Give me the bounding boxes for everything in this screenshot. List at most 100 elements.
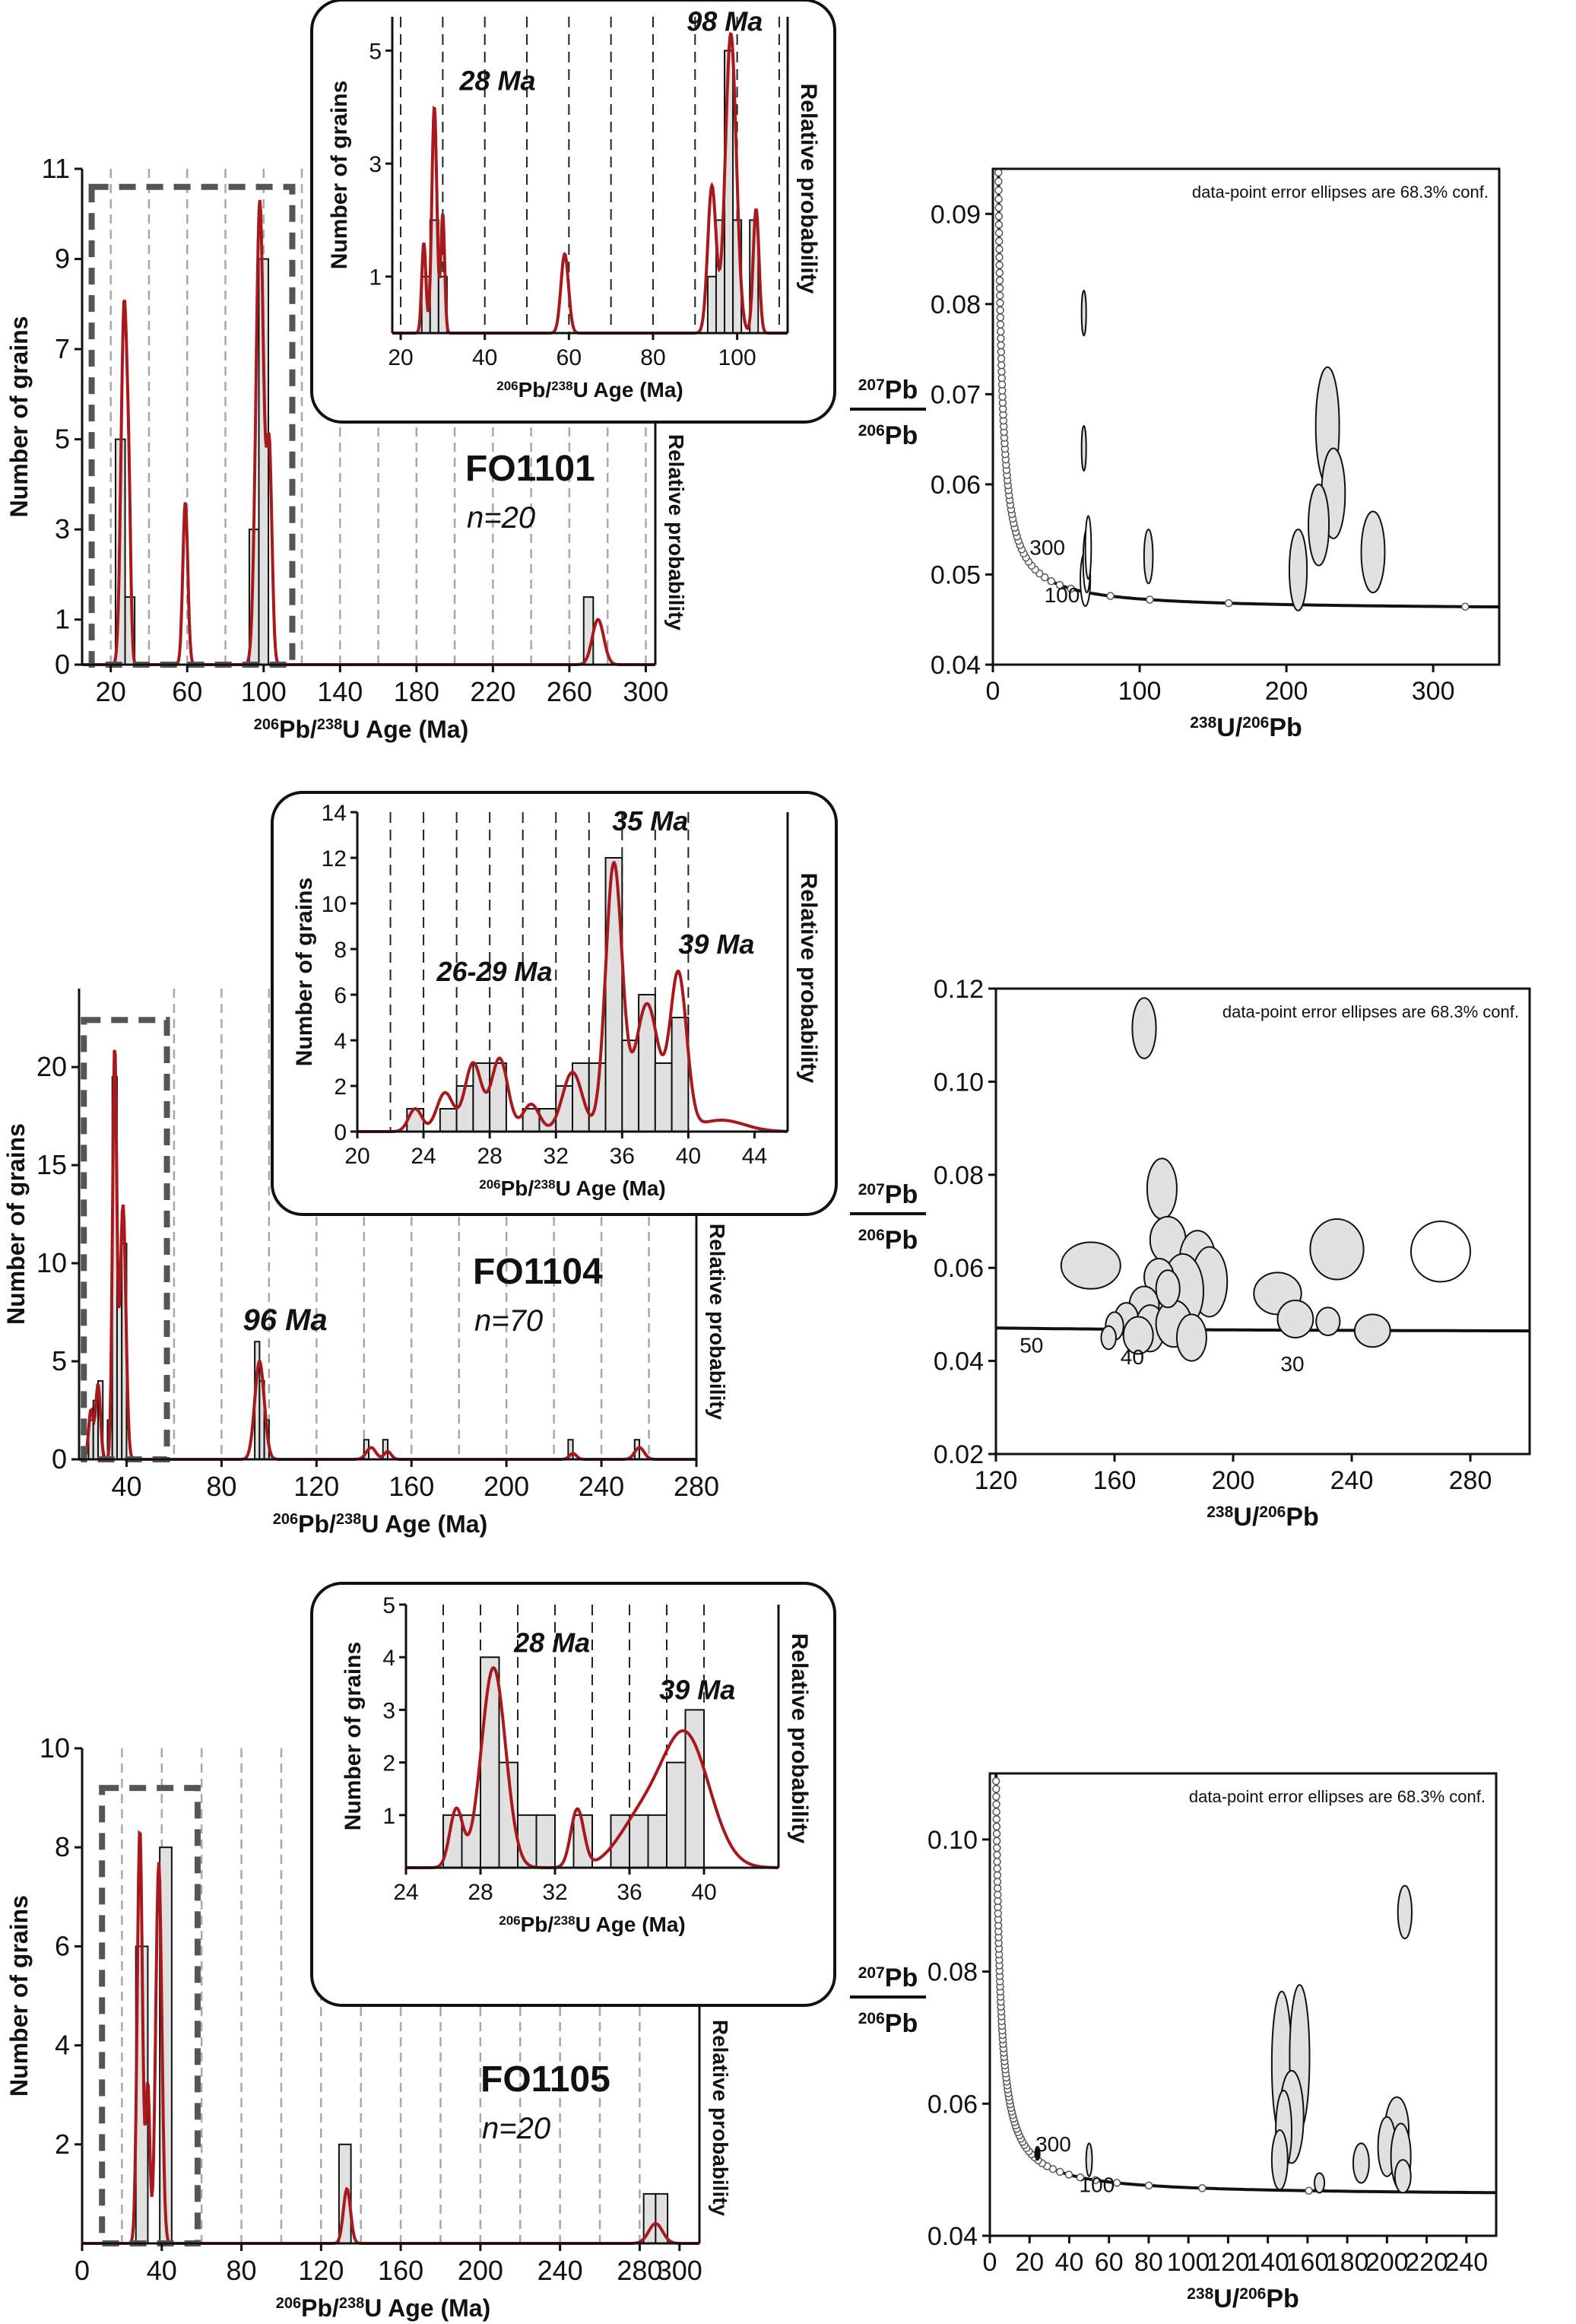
x-tick-label: 160 bbox=[388, 1471, 434, 1502]
concordia-age-marker bbox=[996, 327, 1005, 336]
inset-probability-curve bbox=[406, 1666, 778, 1869]
concordia-age-marker bbox=[1305, 2186, 1313, 2195]
concordia-age-marker bbox=[1198, 2184, 1207, 2192]
concordia-age-marker bbox=[1076, 2173, 1085, 2182]
plot-area bbox=[994, 169, 1499, 611]
x-axis-label: 238U/206Pb bbox=[1190, 713, 1302, 742]
inset-peak-age-label: 35 Ma bbox=[612, 805, 688, 837]
inset-y-tick-label: 5 bbox=[382, 1593, 395, 1618]
sample-label: FO1101 bbox=[465, 449, 595, 489]
isotope-superscript: 238 bbox=[317, 716, 342, 733]
concordia-age-marker bbox=[994, 169, 1003, 177]
x-tick-label: 220 bbox=[1405, 2248, 1448, 2277]
concordia-age-marker bbox=[1064, 2170, 1073, 2179]
x-tick-label: 40 bbox=[111, 1471, 141, 1502]
x-axis-label: 206Pb/238U Age (Ma) bbox=[254, 716, 468, 743]
isotope-superscript: 207 bbox=[858, 376, 885, 394]
concordia-age-marker bbox=[996, 306, 1004, 315]
error-ellipse bbox=[1080, 424, 1087, 472]
y-axis-label: Number of grains bbox=[2, 1123, 30, 1325]
y-tick-label: 1 bbox=[55, 604, 70, 635]
y-tick-label: 0.06 bbox=[934, 1254, 984, 1283]
sample-label: FO1105 bbox=[480, 2059, 610, 2100]
isotope-superscript: 206 bbox=[858, 1227, 885, 1244]
fo1101_hist-inset: 1 3 5 20 40 60 80 100 206Pb/238U Age (Ma) Number … bbox=[310, 0, 836, 424]
fo1101_conc-chart: 0.04 0.05 0.06 0.07 0.08 0.09 0 100 200 300 data-p… bbox=[850, 167, 1501, 742]
inset-y-tick-label: 8 bbox=[334, 938, 347, 963]
inset-x-axis-label: 206Pb/238U Age (Ma) bbox=[496, 378, 683, 402]
concordia-age-marker bbox=[995, 276, 1004, 285]
x-tick-label: 200 bbox=[1265, 677, 1308, 706]
error-ellipse bbox=[1360, 510, 1386, 594]
x-tick-label: 160 bbox=[378, 2255, 423, 2286]
inset-histogram-bar bbox=[684, 1709, 705, 1868]
x-axis-label: 238U/206Pb bbox=[1207, 1503, 1319, 1532]
error-ellipse-note: data-point error ellipses are 68.3% conf… bbox=[1189, 1787, 1486, 1806]
concordia-age-label: 50 bbox=[1019, 1334, 1043, 1357]
concordia-age-marker bbox=[995, 252, 1004, 262]
x-tick-label: 60 bbox=[172, 676, 202, 707]
axis-label-text: Pb/ bbox=[501, 1176, 534, 1200]
inset-histogram-bar bbox=[480, 1656, 500, 1868]
inset-histogram-bar bbox=[621, 1040, 640, 1132]
x-tick-label: 240 bbox=[1444, 2248, 1488, 2277]
x-tick-label: 120 bbox=[1207, 2248, 1250, 2277]
y-tick-label: 0.10 bbox=[928, 1826, 978, 1855]
inset-x-tick-label: 40 bbox=[691, 1880, 716, 1905]
concordia-age-marker bbox=[992, 1837, 1001, 1846]
concordia-age-label: 100 bbox=[1080, 2173, 1115, 2197]
error-ellipse bbox=[1034, 2145, 1041, 2161]
concordia-age-label: 300 bbox=[1029, 535, 1065, 559]
inset-histogram-bar bbox=[666, 1761, 687, 1869]
x-axis-label: 206Pb/238U Age (Ma) bbox=[276, 2294, 490, 2322]
error-ellipse bbox=[1060, 1241, 1121, 1290]
x-tick-label: 140 bbox=[317, 676, 363, 707]
error-ellipse bbox=[1394, 2159, 1412, 2194]
y-tick-label: 5 bbox=[52, 1345, 67, 1376]
concordia-age-marker bbox=[993, 1884, 1002, 1893]
axis-label-text: U Age (Ma) bbox=[364, 2294, 490, 2322]
inset-peak-age-label: 39 Ma bbox=[678, 929, 754, 960]
x-tick-label: 160 bbox=[1286, 2248, 1330, 2277]
axis-label-text: U Age (Ma) bbox=[556, 1176, 666, 1200]
concordia-age-label: 300 bbox=[1035, 2132, 1071, 2156]
x-axis-label: 238U/206Pb bbox=[1187, 2284, 1299, 2313]
inset-y-tick-label: 12 bbox=[322, 846, 347, 872]
y-axis-label-numerator: 207Pb bbox=[858, 376, 918, 405]
concordia-age-marker bbox=[997, 360, 1006, 370]
x-tick-label: 80 bbox=[206, 1471, 236, 1502]
inset-histogram-bar bbox=[535, 1814, 556, 1869]
inset-y2-axis-label: Relative probability bbox=[796, 873, 821, 1084]
y-tick-label: 0.07 bbox=[931, 380, 981, 409]
inset-x-tick-label: 40 bbox=[676, 1144, 701, 1169]
concordia-age-marker bbox=[994, 186, 1003, 195]
concordia-age-marker bbox=[995, 268, 1004, 278]
plot-frame bbox=[991, 167, 1501, 666]
concordia-age-marker bbox=[996, 299, 1004, 307]
error-ellipse bbox=[1122, 1316, 1154, 1355]
concordia-age-marker bbox=[993, 1857, 1001, 1866]
fo1104_conc-chart: 0.02 0.04 0.06 0.08 0.10 0.12 120 160 200 240 280 d… bbox=[850, 975, 1531, 1532]
y2-axis-label: Relative probability bbox=[706, 1224, 729, 1421]
x-tick-label: 300 bbox=[657, 2255, 702, 2286]
inset-y-tick-label: 3 bbox=[369, 152, 382, 177]
isotope-superscript: 206 bbox=[499, 1913, 520, 1928]
y-tick-label: 11 bbox=[42, 153, 70, 184]
x-tick-label: 80 bbox=[227, 2255, 257, 2286]
concordia-age-marker bbox=[992, 1785, 1000, 1793]
inset-peak-age-label: 98 Ma bbox=[687, 6, 763, 37]
x-tick-label: 20 bbox=[1015, 2248, 1044, 2277]
y2-axis-label: Relative probability bbox=[664, 434, 688, 631]
isotope-superscript: 238 bbox=[551, 379, 572, 393]
inset-histogram-bar bbox=[472, 1062, 491, 1132]
concordia-age-marker bbox=[993, 1864, 1001, 1873]
axis-label-text: Pb bbox=[1286, 1503, 1318, 1532]
error-ellipse bbox=[1155, 1269, 1181, 1309]
inset-y2-axis-label: Relative probability bbox=[787, 1633, 812, 1844]
y-tick-label: 5 bbox=[55, 424, 70, 455]
error-ellipse bbox=[1085, 2142, 1093, 2177]
inset-y-tick-label: 14 bbox=[322, 801, 347, 826]
inset-x-tick-label: 36 bbox=[617, 1880, 642, 1905]
